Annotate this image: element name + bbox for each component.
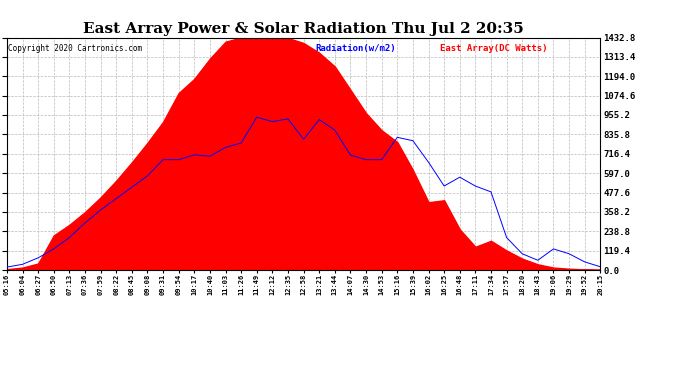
Text: Copyright 2020 Cartronics.com: Copyright 2020 Cartronics.com (8, 45, 142, 54)
Text: East Array(DC Watts): East Array(DC Watts) (440, 45, 548, 54)
Text: Radiation(w/m2): Radiation(w/m2) (315, 45, 396, 54)
Title: East Array Power & Solar Radiation Thu Jul 2 20:35: East Array Power & Solar Radiation Thu J… (83, 22, 524, 36)
